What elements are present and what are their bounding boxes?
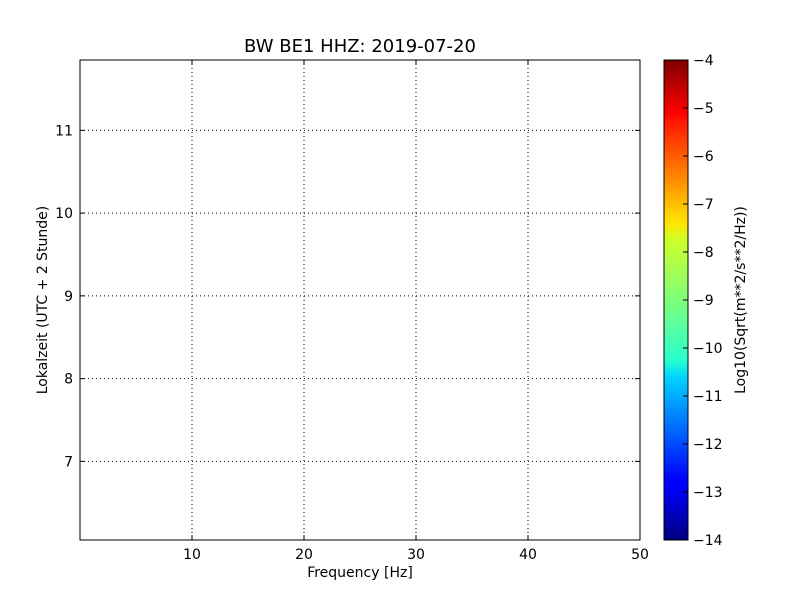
colorbar-tick-label: −13 — [693, 485, 723, 501]
x-tick-label: 50 — [631, 547, 649, 563]
colorbar-tick-label: −10 — [693, 341, 723, 357]
colorbar-tick-label: −11 — [693, 389, 723, 405]
colorbar-tick-label: −8 — [693, 245, 714, 261]
colorbar-tick-label: −12 — [693, 437, 723, 453]
colorbar-tick-label: −6 — [693, 149, 714, 165]
x-axis: 10 20 30 40 50 — [183, 60, 649, 563]
x-tick-label: 20 — [295, 547, 313, 563]
colorbar-tick-label: −7 — [693, 197, 714, 213]
y-tick-label: 8 — [64, 372, 73, 388]
x-axis-label: Frequency [Hz] — [307, 565, 413, 581]
colorbar-axis: −4 −5 −6 −7 −8 −9 −10 −11 −12 −13 −14 — [683, 53, 723, 549]
y-axis-label: Lokalzeit (UTC + 2 Stunde) — [35, 206, 51, 395]
y-axis: 7 8 9 10 11 — [55, 123, 640, 470]
colorbar-tick-label: −4 — [693, 53, 714, 69]
colorbar-label: Log10(Sqrt(m**2/s**2/Hz)) — [733, 206, 749, 394]
chart-title: BW BE1 HHZ: 2019-07-20 — [244, 36, 476, 57]
plot-frame — [79, 59, 641, 541]
x-tick-label: 30 — [407, 547, 425, 563]
y-tick-label: 10 — [55, 206, 73, 222]
y-tick-label: 9 — [64, 289, 73, 305]
x-tick-label: 10 — [183, 547, 201, 563]
y-tick-label: 7 — [64, 454, 73, 470]
colorbar-tick-label: −14 — [693, 533, 723, 549]
x-tick-label: 40 — [519, 547, 537, 563]
colorbar-tick-label: −5 — [693, 101, 714, 117]
y-tick-label: 11 — [55, 123, 73, 139]
colorbar-tick-label: −9 — [693, 293, 714, 309]
grid-lines — [80, 60, 640, 540]
